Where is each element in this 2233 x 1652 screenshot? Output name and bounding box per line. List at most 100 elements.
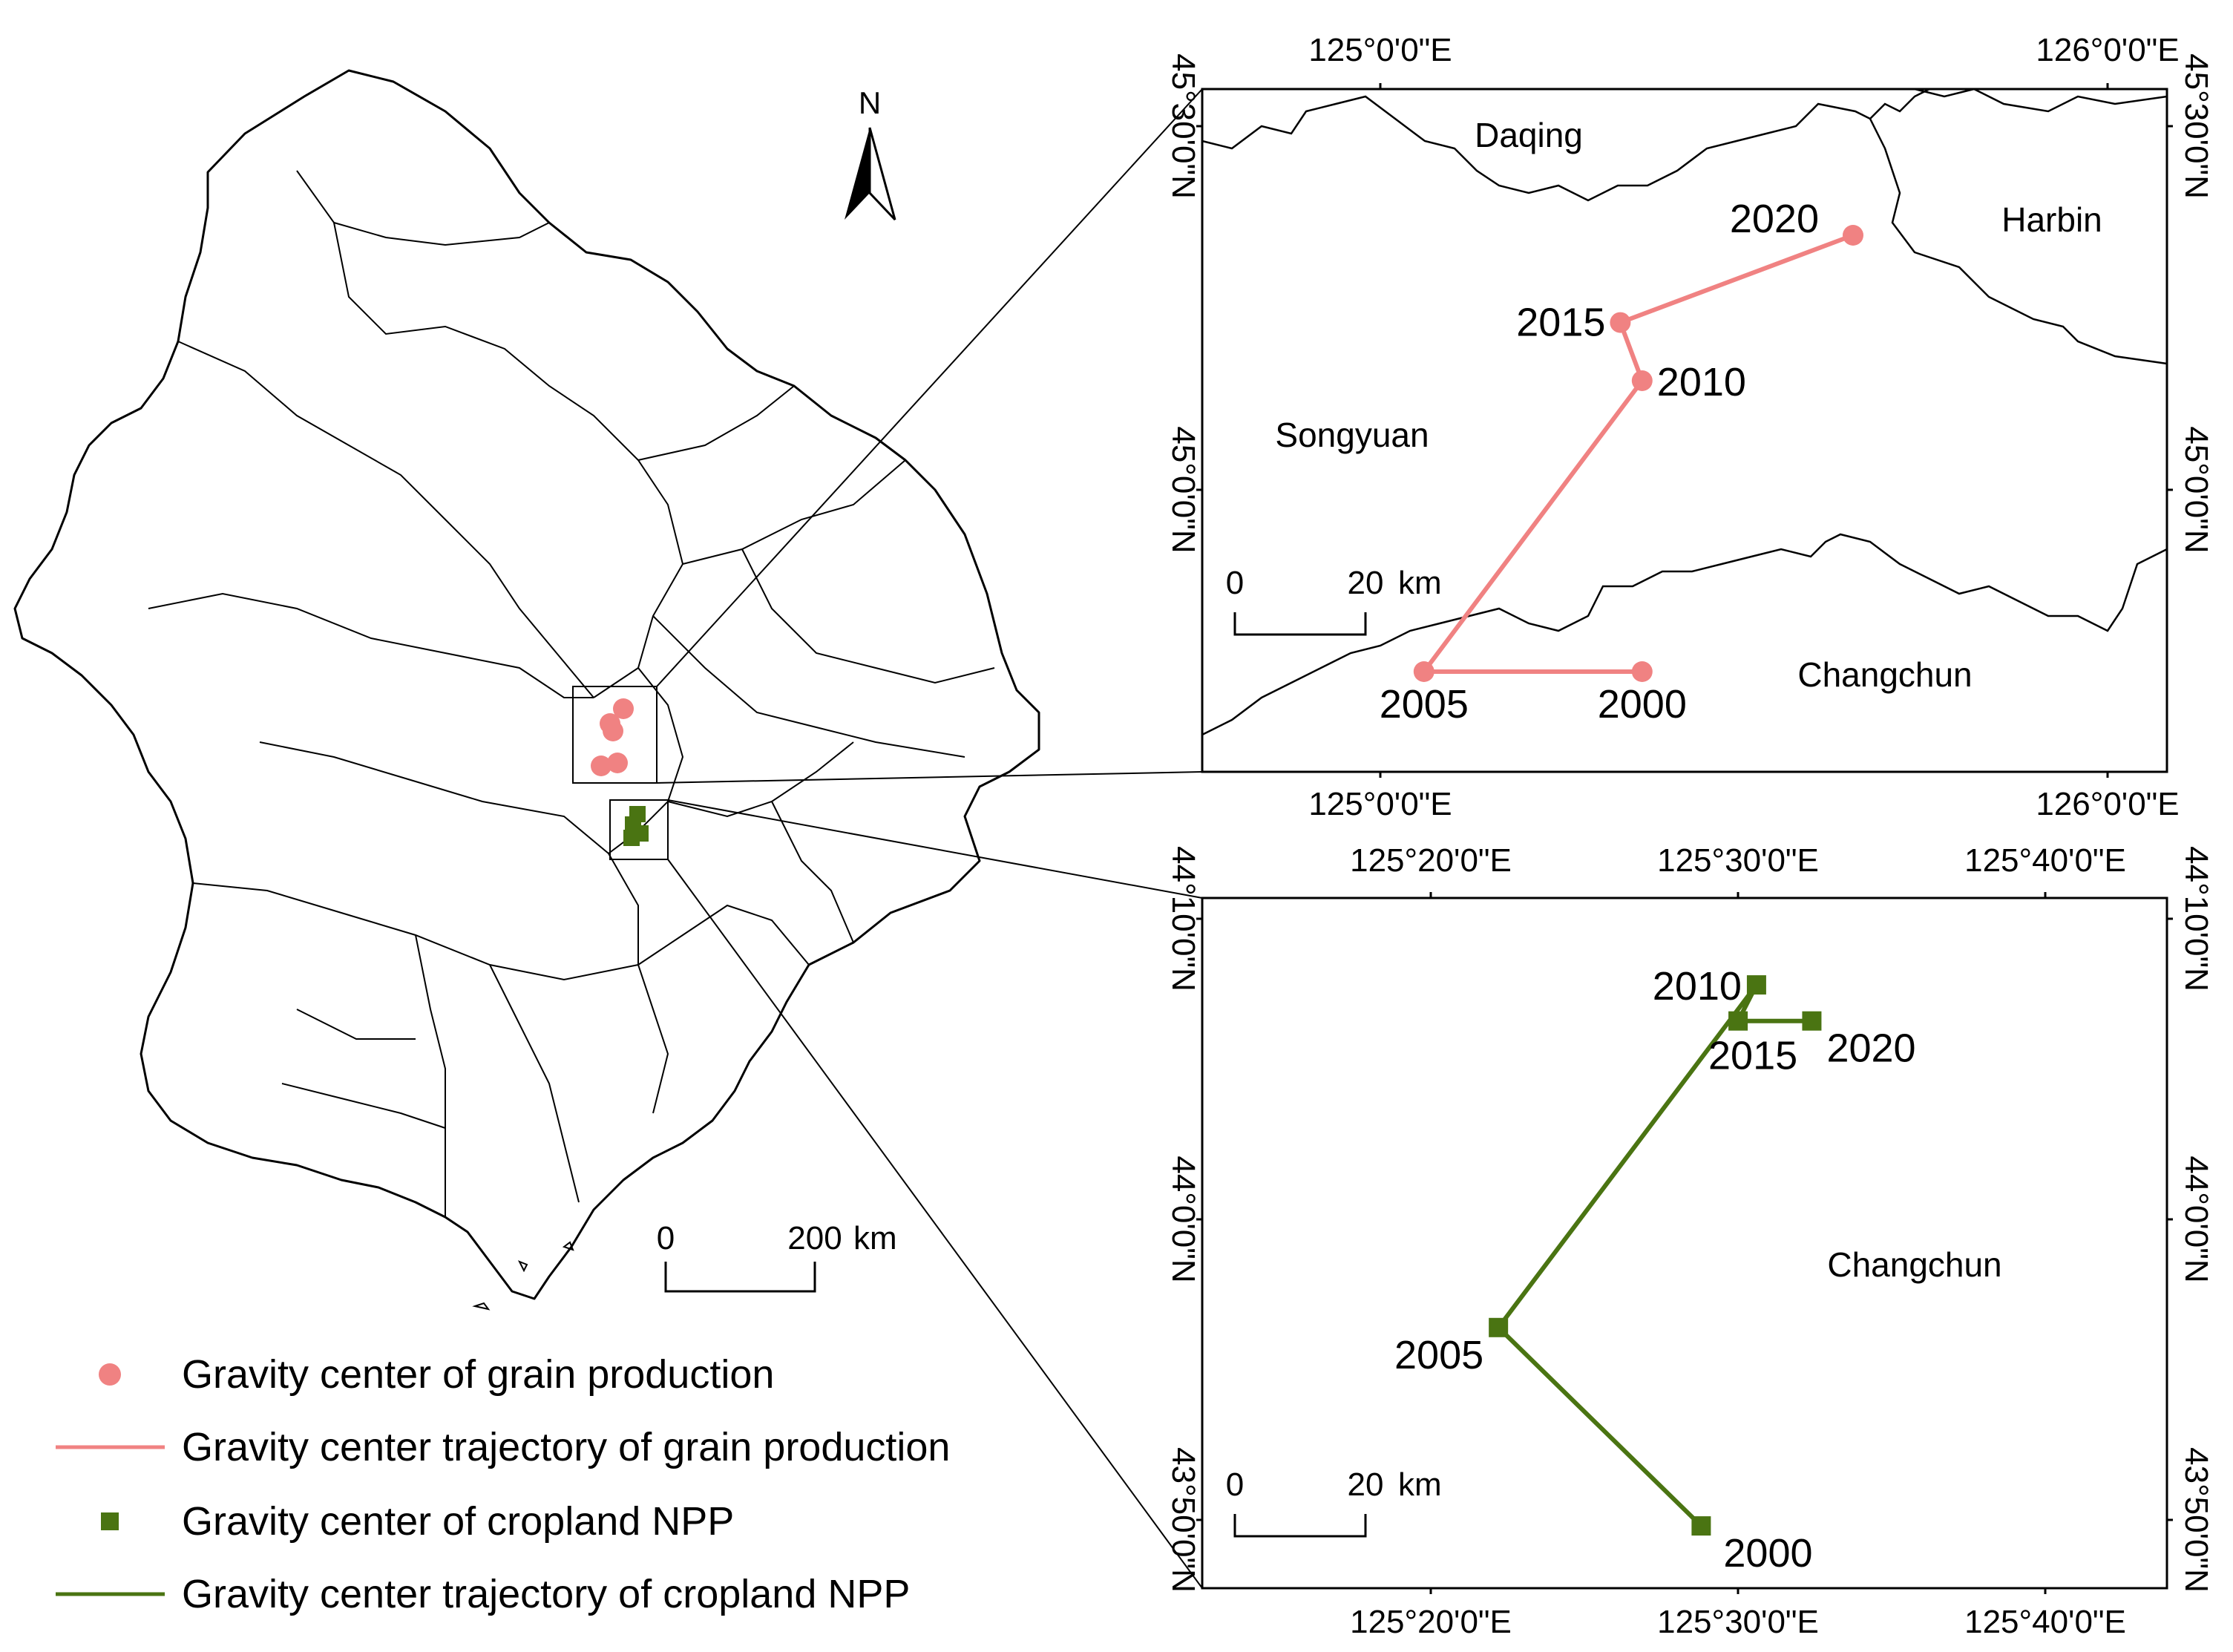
grain-center-point [607,753,628,773]
legend-label: Gravity center of grain production [182,1352,774,1397]
scale-bar-value: 20 [1348,1466,1384,1503]
legend-label: Gravity center trajectory of cropland NP… [182,1572,910,1616]
scale-bar-zero: 0 [1226,1466,1244,1503]
grain-center-point [603,721,623,741]
npp-year-label: 2010 [1653,964,1742,1009]
legend-item: Gravity center of cropland NPP [101,1499,734,1544]
legend-item: Gravity center of grain production [99,1352,774,1397]
scale-bar-zero: 0 [657,1220,675,1256]
bottom-inset-bottom-tick: 125°30'0"E [1657,1604,1819,1640]
overview-scale-bar: 0 200 km [657,1220,897,1293]
grain-year-label: 2020 [1730,197,1819,241]
connector-line [667,859,1203,1589]
top-inset-top-tick: 126°0'0"E [2036,32,2179,68]
top-inset-right-tick: 45°30'0"N [2178,53,2214,199]
overview-npp-centers [623,806,649,846]
grain-trajectory: 2000 2005 2010 2015 2020 [1380,197,1863,727]
overview-map: N 0 200 km [13,69,1203,1589]
top-inset-ticks [1196,83,2173,778]
connector-line [667,799,1203,899]
connector-line [656,771,1203,784]
bottom-inset-extent-box [609,799,669,860]
legend-item: Gravity center trajectory of grain produ… [56,1425,950,1469]
bottom-inset-top-tick: 125°30'0"E [1657,842,1819,879]
region-label-changchun: Changchun [1797,655,1972,694]
scale-bar-unit: km [1398,565,1442,601]
connector-line [656,88,1203,687]
top-inset-frame [1201,88,2168,773]
bottom-inset-left-tick: 44°10'0"N [1165,846,1201,991]
scale-bar-unit: km [1398,1466,1442,1503]
changchun-boundary [1201,533,2168,736]
scale-bar-line [1233,1514,1367,1538]
npp-center-point [1489,1317,1509,1337]
north-arrow-outline [868,127,896,221]
bottom-inset-top-tick: 125°40'0"E [1964,842,2126,879]
legend: Gravity center of grain production Gravi… [56,1352,950,1616]
top-inset-extent-box [572,686,658,784]
npp-trajectory: 2000 2005 2010 2015 2020 [1394,964,1916,1576]
legend-square-symbol [101,1512,119,1530]
grain-center-point [591,755,611,776]
top-inset-right-tick: 45°0'0"N [2178,426,2214,553]
north-arrow-icon [845,128,870,220]
legend-label: Gravity center of cropland NPP [182,1499,734,1544]
legend-label: Gravity center trajectory of grain produ… [182,1425,950,1469]
top-inset-bottom-tick: 126°0'0"E [2036,786,2179,822]
top-inset-bottom-tick: 125°0'0"E [1308,786,1452,822]
bottom-inset-frame [1201,897,2168,1590]
npp-center-point [1746,975,1766,995]
internal-boundaries [148,170,995,1217]
legend-circle-symbol [99,1363,121,1386]
coastal-islands [472,1241,574,1311]
top-inset-scale-bar: 0 20 km [1226,565,1442,636]
overview-grain-centers [591,698,634,776]
scale-bar-unit: km [853,1220,897,1256]
npp-year-label: 2020 [1826,1026,1915,1071]
bottom-inset-ticks [1196,892,2173,1594]
npp-center-point [623,830,640,846]
bottom-inset-bottom-tick: 125°40'0"E [1964,1604,2126,1640]
grain-year-label: 2005 [1380,682,1469,727]
bottom-inset-right-tick: 43°50'0"N [2178,1447,2214,1593]
bottom-inset-top-tick: 125°20'0"E [1350,842,1512,879]
scale-bar-value: 20 [1348,565,1384,601]
top-inset-left-tick: 45°30'0"N [1165,53,1201,199]
bottom-inset-right-tick: 44°0'0"N [2178,1156,2214,1282]
legend-item: Gravity center trajectory of cropland NP… [56,1572,910,1616]
npp-center-point [1802,1011,1822,1031]
harbin-boundary [1869,88,2168,365]
grain-year-label: 2010 [1657,360,1746,404]
top-inset-left-tick: 45°0'0"N [1165,426,1201,553]
scale-bar-line [1233,612,1367,636]
grain-center-point [1413,661,1434,682]
npp-year-label: 2015 [1708,1034,1797,1078]
bottom-inset-bottom-tick: 125°20'0"E [1350,1604,1512,1640]
bottom-inset-scale-bar: 0 20 km [1226,1466,1442,1538]
region-label-daqing: Daqing [1475,116,1583,154]
region-label-changchun: Changchun [1827,1245,2001,1284]
grain-year-label: 2015 [1516,301,1605,345]
grain-center-point [1631,370,1653,391]
northeast-china-outline [13,69,1040,1300]
daqing-boundary [1201,88,1930,202]
top-inset-top-tick: 125°0'0"E [1308,32,1452,68]
scale-bar-line [664,1262,816,1293]
npp-center-point [1691,1516,1711,1536]
top-inset-map: 125°0'0"E 126°0'0"E 125°0'0"E 126°0'0"E … [1165,32,2214,822]
npp-center-point [1728,1011,1748,1031]
bottom-inset-left-tick: 43°50'0"N [1165,1447,1201,1593]
north-arrow: N [845,85,896,221]
npp-year-label: 2000 [1723,1531,1812,1576]
grain-year-label: 2000 [1598,682,1687,727]
grain-center-point [1631,661,1653,682]
bottom-inset-left-tick: 44°0'0"N [1165,1156,1201,1282]
bottom-inset-map: 125°20'0"E 125°30'0"E 125°40'0"E 125°20'… [1165,842,2214,1640]
scale-bar-zero: 0 [1226,565,1244,601]
region-label-harbin: Harbin [2001,200,2102,239]
grain-center-point [1610,312,1631,333]
region-label-songyuan: Songyuan [1275,416,1429,454]
grain-center-point [1843,225,1863,246]
north-arrow-label: N [859,85,881,120]
